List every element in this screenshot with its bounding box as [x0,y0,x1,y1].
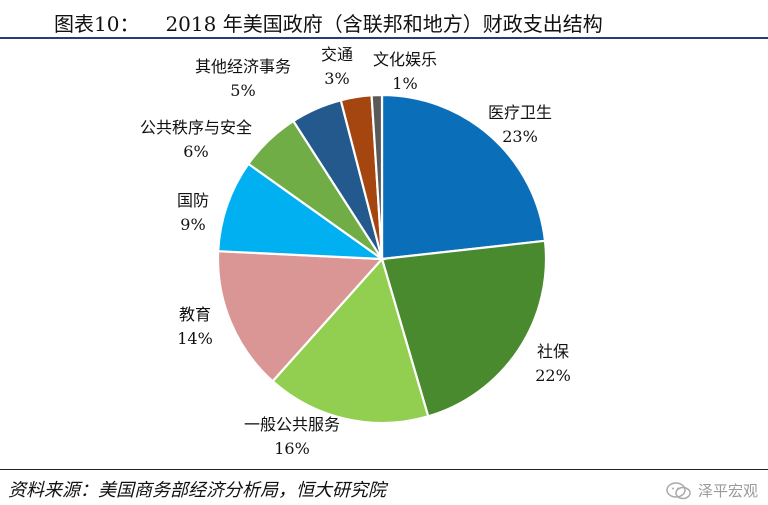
slice-value-label: 3% [324,69,349,88]
pie-slices [216,93,548,425]
slice-category-label: 教育 [179,305,211,324]
brand-name: 泽平宏观 [697,482,758,500]
slice-value-label: 6% [183,142,208,161]
figure-title-text: 2018 年美国政府（含联邦和地方）财政支出结构 [165,12,603,36]
wechat-icon [666,481,691,499]
source-rule [0,469,768,470]
slice-value-label: 5% [230,81,255,100]
figure-title: 图表10： 2018 年美国政府（含联邦和地方）财政支出结构 [54,8,603,37]
slice-value-label: 23% [502,127,538,146]
slice-category-label: 公共秩序与安全 [140,118,252,137]
slice-category-label: 文化娱乐 [373,50,437,69]
slice-category-label: 交通 [321,45,353,64]
pie-slice-5 [217,162,386,261]
pie-labels: 医疗卫生 23% 社保 22% 一般公共服务 16% 教育 14% 国防 9% 公共秩序与安全 6% 其… [140,45,571,458]
pie-slice-3 [271,256,430,425]
pie-slice-1 [380,93,547,261]
figure-number: 图表10： [54,12,140,36]
slice-value-label: 14% [177,329,213,348]
slice-category-label: 国防 [177,191,209,210]
pie-slice-9 [370,93,384,260]
slice-value-label: 16% [274,439,310,458]
source-note: 资料来源：美国商务部经济分析局，恒大研究院 [8,480,386,501]
slice-category-label: 其他经济事务 [195,57,291,76]
slice-value-label: 9% [180,215,205,234]
slice-value-label: 22% [535,366,571,385]
slice-value-label: 1% [392,74,417,93]
pie-slice-4 [216,250,385,383]
slice-category-label: 一般公共服务 [244,415,340,434]
slice-category-label: 社保 [537,342,569,361]
title-rule [0,37,768,39]
brand-watermark: 泽平宏观 [666,480,758,501]
slice-category-label: 医疗卫生 [488,103,552,122]
pie-slice-2 [380,239,548,418]
